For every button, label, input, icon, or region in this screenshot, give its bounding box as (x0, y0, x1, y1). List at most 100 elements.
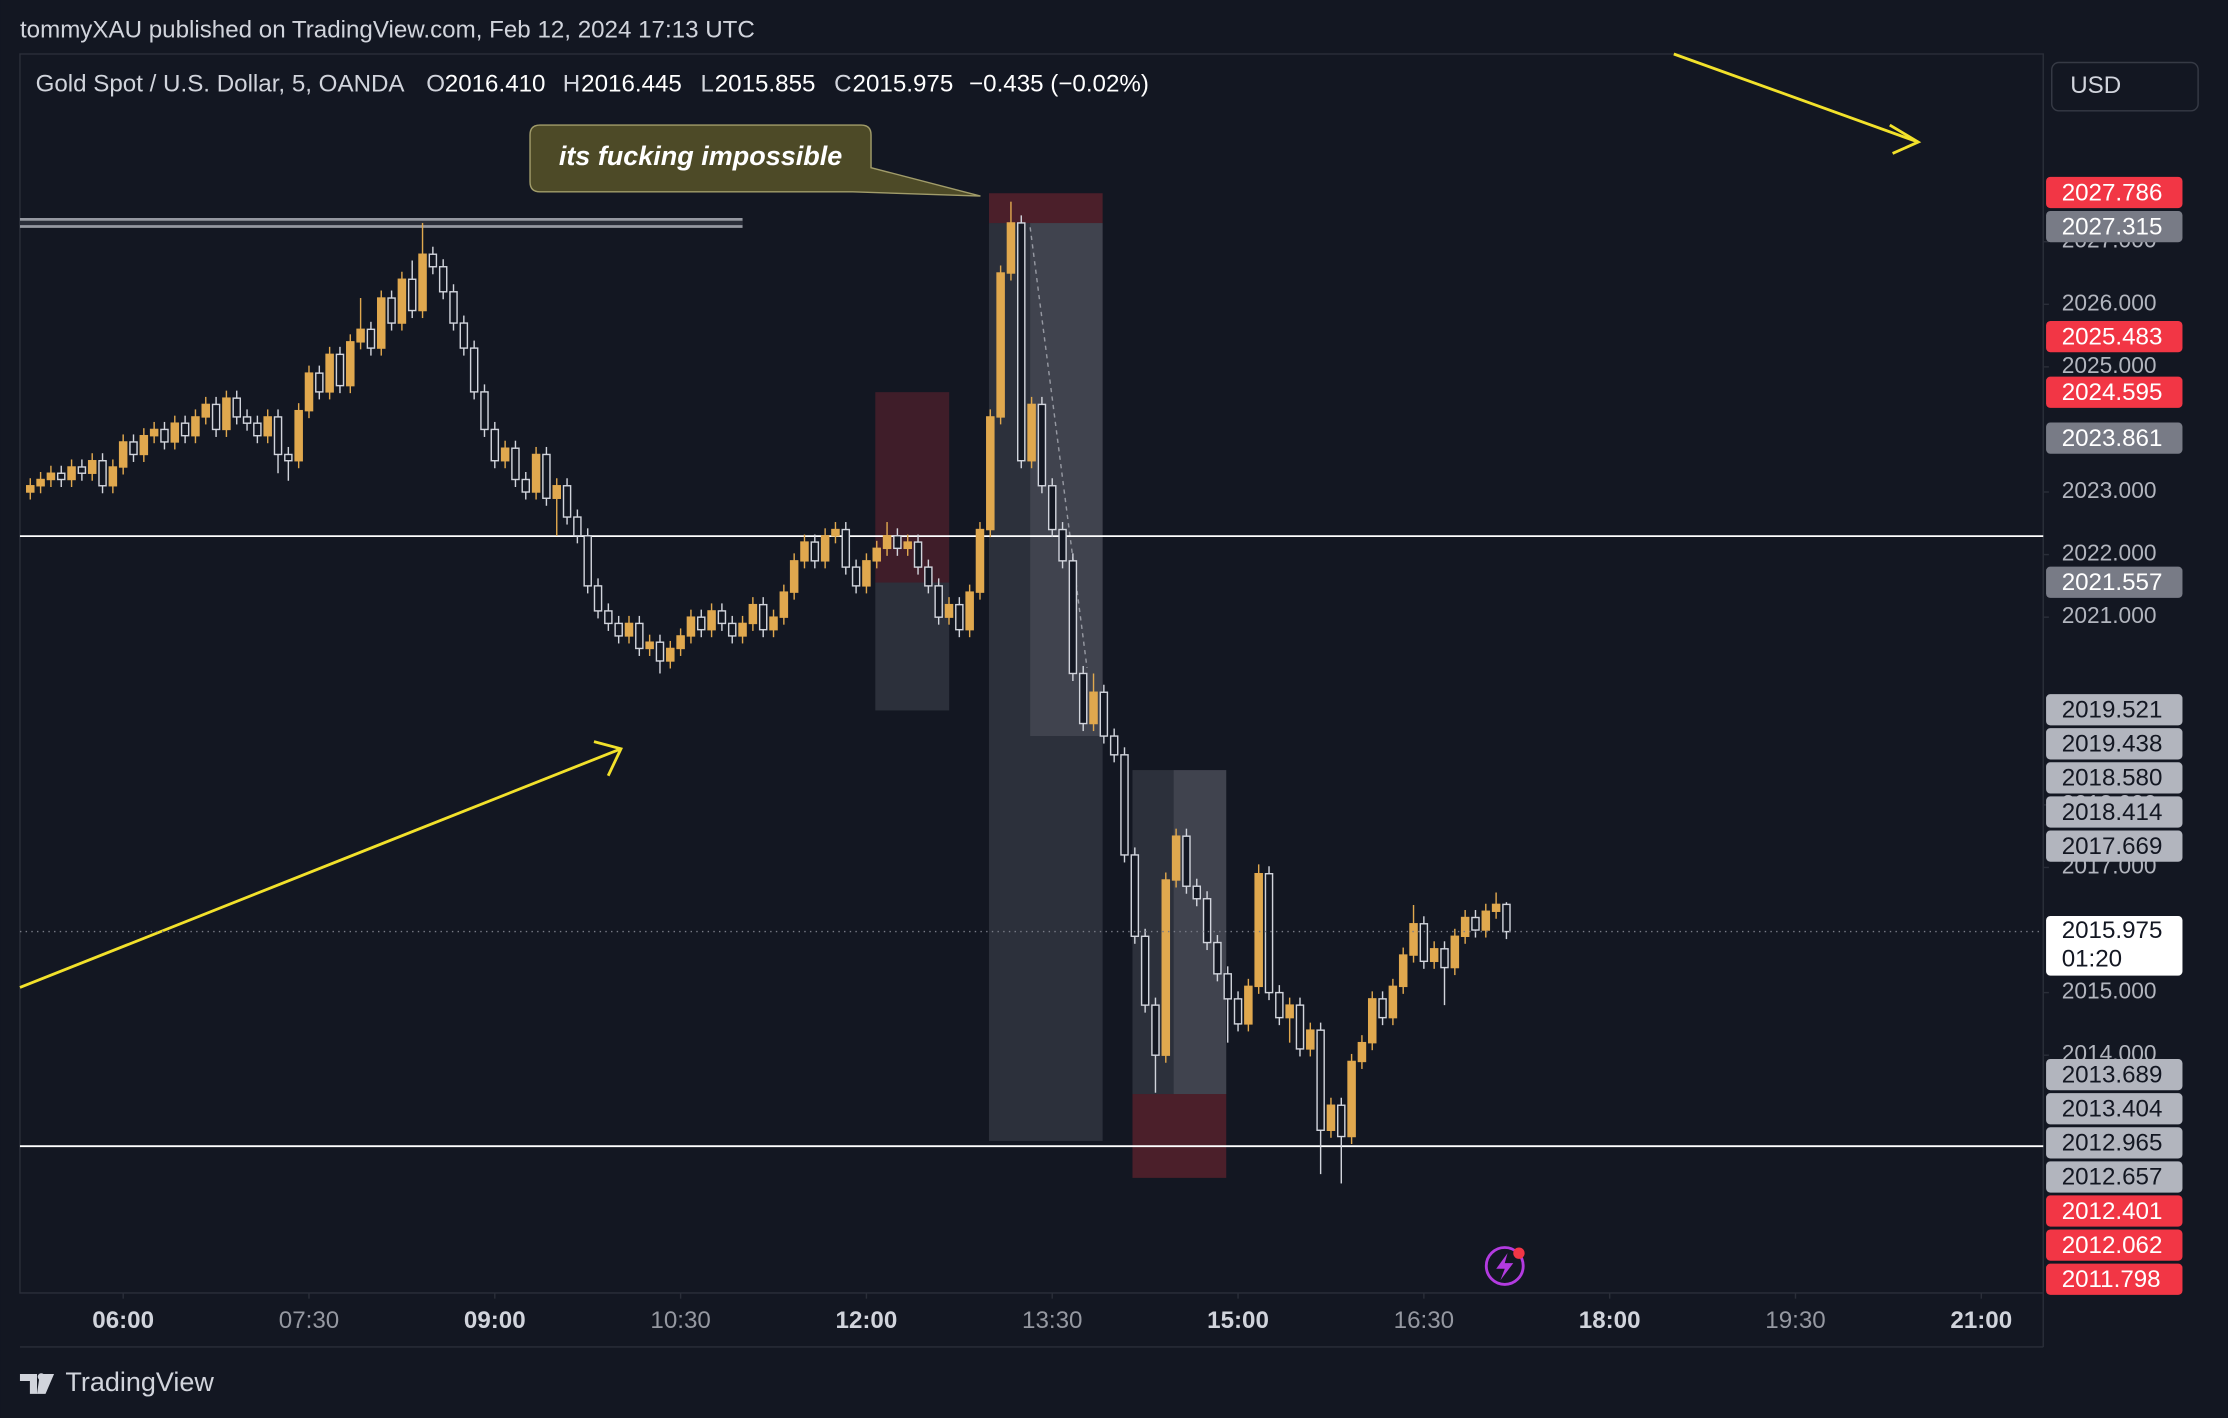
price-tag-label: 2019.438 (2062, 731, 2163, 758)
candle-body (418, 253, 427, 312)
candle-body (696, 616, 706, 631)
candle-body (108, 466, 118, 487)
candle-body (397, 278, 407, 324)
candle-body (1357, 1041, 1367, 1063)
x-tick-label: 19:30 (1765, 1307, 1825, 1334)
candle-body (438, 266, 448, 293)
price-tag-label: 2027.315 (2062, 213, 2163, 240)
price-tag (2046, 211, 2183, 243)
candle-body (490, 428, 500, 462)
price-tag (2046, 796, 2183, 828)
candle-body (284, 453, 293, 462)
candle-body (1306, 1029, 1315, 1050)
chart-pane (19, 53, 2044, 1294)
x-tick-label: 15:00 (1207, 1307, 1269, 1334)
candle-body (924, 566, 933, 587)
candle-body (26, 485, 35, 493)
price-tag (2046, 321, 2183, 353)
candle-body (1481, 910, 1491, 931)
ohlc-prefix: C (834, 71, 851, 98)
ohlc-prefix: H (563, 71, 580, 98)
candle-body (1233, 998, 1243, 1025)
candle-body (315, 372, 324, 393)
x-tick-label: 16:30 (1394, 1307, 1454, 1334)
candle-body (118, 441, 128, 468)
price-tag-label: 2013.689 (2062, 1061, 2163, 1088)
trade-path (1029, 227, 1088, 668)
candle-body (77, 466, 87, 474)
candle-body (1398, 954, 1408, 988)
change: −0.435 (−0.02%) (969, 71, 1149, 98)
price-tag-label: 2025.483 (2062, 323, 2163, 350)
currency-button[interactable] (2051, 61, 2199, 112)
candle-body (573, 516, 582, 537)
plot: 2027.0002026.0002025.0002023.0002022.000… (19, 176, 2183, 1334)
candle-body (758, 603, 768, 631)
candle-body (645, 641, 654, 650)
candle-body (903, 541, 912, 550)
callout-box (529, 124, 981, 197)
candle-body (500, 447, 510, 462)
candle-body (1192, 885, 1202, 900)
candle-body (882, 535, 892, 550)
x-tick-label: 07:30 (279, 1307, 339, 1334)
candle-body (738, 622, 747, 637)
alert-icon[interactable] (1484, 1246, 1525, 1286)
candle-body (955, 603, 964, 631)
candle-body (366, 328, 376, 349)
price-tag-label: 2021.557 (2062, 569, 2163, 596)
candle-body (1264, 873, 1274, 994)
brand-name: TradingView (65, 1367, 214, 1397)
price-tag (2046, 1127, 2183, 1159)
price-tag-label: 2013.404 (2062, 1096, 2163, 1123)
candle-body (211, 403, 221, 431)
candle-body (1409, 923, 1418, 956)
arrow-head (593, 740, 623, 777)
candle-body (149, 428, 159, 437)
currency-label[interactable]: USD (2070, 72, 2121, 99)
candle-body (232, 397, 241, 418)
candle-body (1202, 898, 1212, 944)
candle-body (376, 297, 386, 349)
price-tag (2046, 694, 2183, 726)
price-tag-label: 2017.669 (2062, 833, 2163, 860)
candle-body (872, 547, 882, 562)
candle-body (1047, 485, 1057, 531)
candle-body (965, 591, 974, 631)
candle-body (1316, 1029, 1325, 1131)
candle-body (1337, 1104, 1346, 1138)
candle-body (335, 353, 345, 387)
publish-header: tommyXAU published on TradingView.com, F… (20, 17, 755, 44)
alert-bolt (1496, 1253, 1514, 1281)
candle-body (851, 566, 861, 587)
candle-body (552, 485, 562, 499)
y-tick-label: 2023.000 (2062, 477, 2157, 503)
candle-body (201, 403, 211, 418)
candle-body (129, 441, 138, 456)
ohlc-prefix: O (426, 71, 445, 98)
candle-body (1502, 903, 1511, 933)
price-tag (2046, 1161, 2183, 1193)
stop-zone (1132, 1094, 1227, 1178)
last-price-tag (2046, 915, 2183, 976)
price-tag (2046, 830, 2183, 862)
candle-body (996, 272, 1005, 418)
candle-body (1130, 854, 1140, 938)
candle-body (1058, 528, 1067, 562)
candle-body (459, 322, 469, 349)
candle-body (810, 541, 820, 562)
candle-body (1378, 998, 1387, 1019)
price-tag-label: 2027.786 (2062, 179, 2163, 206)
candle-body (934, 585, 943, 618)
candle-body (1254, 873, 1263, 988)
candle-body (1275, 991, 1284, 1019)
candle-body (346, 341, 355, 387)
candle-body (1491, 903, 1501, 912)
stop-zone (988, 193, 1103, 224)
price-tag-label: 2012.401 (2062, 1198, 2163, 1225)
candle-body (242, 416, 252, 424)
candle-body (769, 616, 778, 631)
candle-body (727, 622, 737, 637)
candle-body (1099, 691, 1109, 737)
candle-body (98, 460, 107, 487)
